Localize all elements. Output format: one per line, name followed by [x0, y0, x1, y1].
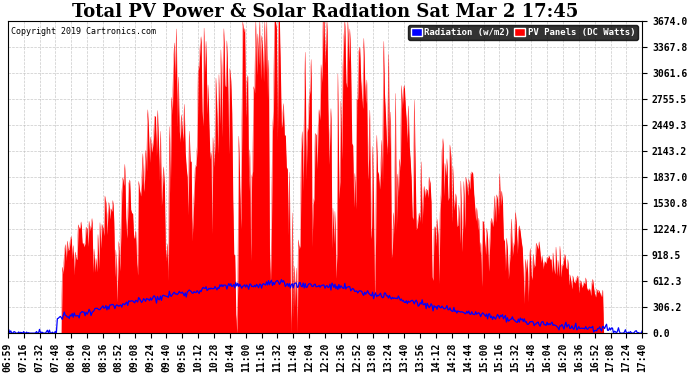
Legend: Radiation (w/m2), PV Panels (DC Watts): Radiation (w/m2), PV Panels (DC Watts) — [408, 26, 638, 40]
Text: Copyright 2019 Cartronics.com: Copyright 2019 Cartronics.com — [11, 27, 156, 36]
Title: Total PV Power & Solar Radiation Sat Mar 2 17:45: Total PV Power & Solar Radiation Sat Mar… — [72, 3, 578, 21]
